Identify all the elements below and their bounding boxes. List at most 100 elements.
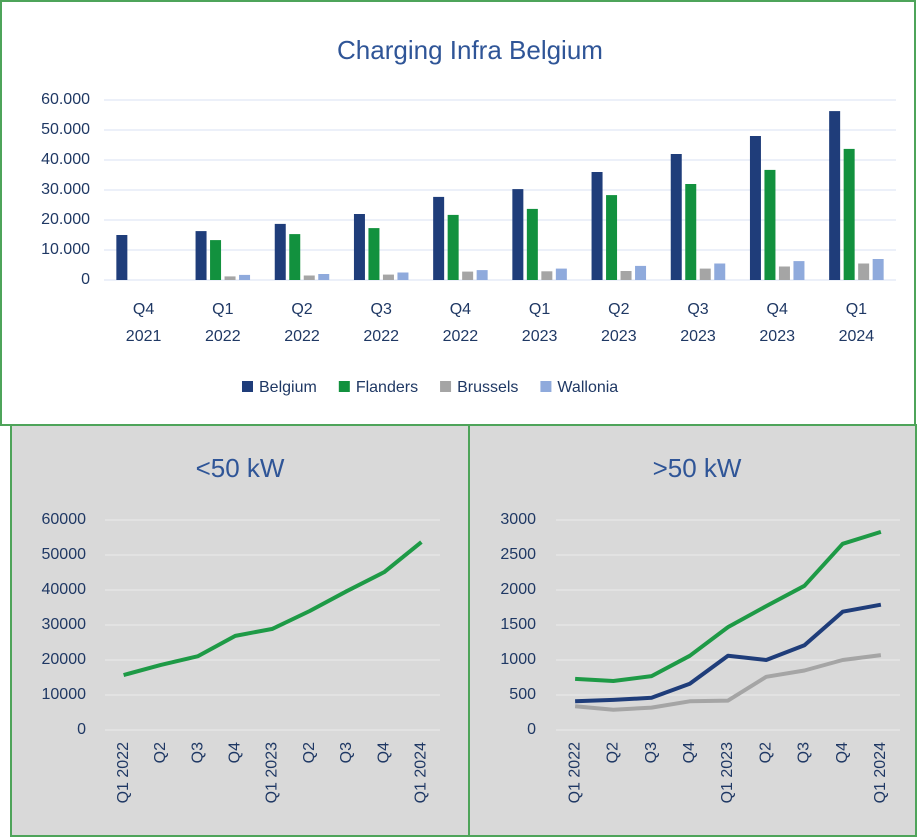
bar [685, 184, 697, 280]
x-tick-label: Q4 [375, 742, 392, 763]
bar [274, 223, 286, 280]
x-tick-label: Q4 2021 [126, 301, 162, 345]
bar [476, 270, 488, 280]
top-panel [0, 0, 916, 426]
y-tick-label: 2500 [500, 546, 536, 563]
x-tick-label: Q1 2024 [839, 301, 875, 345]
bar [512, 189, 524, 280]
x-tick-label: Q2 [301, 742, 318, 763]
x-tick-label: Q1 2022 [566, 742, 583, 803]
bar [764, 169, 776, 280]
right-panel [468, 424, 917, 837]
y-tick-label: 50000 [42, 546, 87, 563]
y-tick-label: 60000 [42, 511, 87, 528]
bar [749, 136, 761, 280]
y-tick-label: 60.000 [41, 91, 90, 108]
chart-title: Charging Infra Belgium [337, 35, 603, 65]
y-tick-label: 10000 [42, 686, 87, 703]
y-tick-label: 30000 [42, 616, 87, 633]
x-tick-label: Q2 2022 [284, 301, 320, 345]
y-tick-label: 0 [77, 721, 86, 738]
x-tick-label: Q1 2024 [413, 742, 430, 803]
legend-swatch [338, 381, 350, 392]
x-tick-label: Q4 [681, 742, 698, 763]
bar [778, 266, 790, 280]
y-tick-label: 40000 [42, 581, 87, 598]
x-tick-label: Q1 2022 [115, 742, 132, 803]
legend-swatch [440, 381, 452, 392]
bar [397, 272, 409, 280]
x-tick-label: Q2 [152, 742, 169, 763]
bar [116, 235, 128, 280]
y-tick-label: 10.000 [41, 241, 90, 258]
line [123, 540, 423, 677]
bar [829, 111, 841, 280]
bar [382, 274, 394, 280]
x-tick-label: Q1 2023 [719, 742, 736, 803]
bar [591, 172, 603, 280]
x-tick-label: Q1 2022 [205, 301, 241, 345]
legend-label: Flanders [356, 379, 418, 396]
bar [239, 274, 251, 280]
x-tick-label: Q1 2023 [264, 742, 281, 803]
x-tick-label: Q4 [834, 742, 851, 763]
line [574, 653, 882, 712]
legend-swatch [540, 381, 552, 392]
bar [368, 228, 380, 280]
bar [872, 259, 884, 280]
bar [670, 154, 682, 280]
x-tick-label: Q3 [338, 742, 355, 763]
y-tick-label: 500 [509, 686, 536, 703]
bar [433, 196, 445, 280]
x-tick-label: Q3 [796, 742, 813, 763]
bar [303, 275, 315, 280]
bar [195, 231, 207, 280]
bar [555, 268, 567, 280]
chart-title: <50 kW [196, 453, 285, 483]
y-tick-label: 30.000 [41, 181, 90, 198]
bar [541, 271, 553, 280]
y-tick-label: 50.000 [41, 121, 90, 138]
bar [318, 274, 330, 280]
y-tick-label: 3000 [500, 511, 536, 528]
x-tick-label: Q4 [226, 742, 243, 763]
y-tick-label: 2000 [500, 581, 536, 598]
chart-title: >50 kW [653, 453, 742, 483]
bar [620, 271, 632, 280]
x-tick-label: Q4 2023 [759, 301, 795, 345]
left-panel [10, 424, 470, 837]
bar [526, 208, 538, 280]
bar [793, 261, 805, 280]
y-tick-label: 20000 [42, 651, 87, 668]
x-tick-label: Q3 [189, 742, 206, 763]
x-tick-label: Q2 2023 [601, 301, 637, 345]
legend-label: Brussels [457, 379, 518, 396]
bar [447, 214, 459, 280]
y-tick-label: 40.000 [41, 151, 90, 168]
y-tick-label: 0 [527, 721, 536, 738]
x-tick-label: Q3 [643, 742, 660, 763]
y-tick-label: 20.000 [41, 211, 90, 228]
x-tick-label: Q3 2023 [680, 301, 716, 345]
y-tick-label: 1500 [500, 616, 536, 633]
bar [353, 214, 365, 280]
x-tick-label: Q2 [757, 742, 774, 763]
bar [714, 263, 726, 280]
bar [635, 265, 647, 280]
legend-label: Wallonia [557, 379, 618, 396]
bar [210, 240, 222, 280]
bar [699, 268, 711, 280]
bar [858, 263, 870, 280]
x-tick-label: Q1 2024 [872, 742, 889, 803]
line [575, 529, 882, 683]
bar [843, 148, 855, 280]
bar [289, 234, 301, 280]
line [575, 602, 882, 704]
y-tick-label: 0 [81, 271, 90, 288]
x-tick-label: Q4 2022 [443, 301, 479, 345]
x-tick-label: Q2 [605, 742, 622, 763]
bar [462, 271, 474, 280]
bar [224, 276, 236, 280]
bar [606, 195, 618, 280]
